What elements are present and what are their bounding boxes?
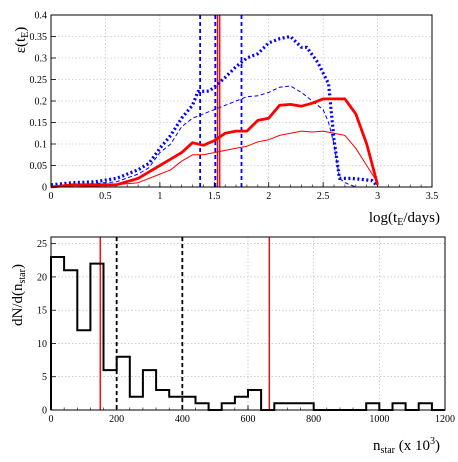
x-tick-label: 600 [241, 414, 256, 425]
series-line [50, 34, 379, 188]
bottom-xlabel-sub: star [381, 445, 396, 456]
plot-frame [50, 236, 446, 411]
top-ylabel-sub: E [20, 32, 31, 38]
bottom-xlabel-main: n [373, 438, 381, 454]
x-tick-label: 200 [109, 414, 124, 425]
y-tick-label: 0.1 [35, 140, 48, 151]
x-tick-label: 0 [49, 414, 54, 425]
y-tick-label: 0.2 [35, 97, 48, 108]
nstar-histogram-panel: 0 200 400 600 800 1000 1200 0 5 10 15 20 25 [37, 236, 455, 425]
series-line [50, 85, 356, 188]
bottom-xlabel-close: ) [435, 438, 440, 454]
bottom-xlabel-sup: 3 [430, 436, 435, 447]
x-tick-label: 800 [306, 414, 321, 425]
x-tick-label: 2 [266, 191, 271, 202]
plot-frame [50, 14, 433, 188]
y-tick-label: 0.35 [30, 32, 48, 43]
x-tick-label: 400 [175, 414, 190, 425]
x-tick-label: 1000 [369, 414, 389, 425]
x-tick-label: 0 [49, 191, 54, 202]
y-tick-label: 0.3 [35, 54, 48, 65]
top-xlabel-end: /days) [403, 210, 440, 226]
top-xlabel-main: log(t [369, 210, 398, 226]
y-tick-label: 25 [37, 239, 47, 250]
top-ylabel: ε(tE) [13, 27, 31, 54]
series-line [51, 130, 379, 188]
x-tick-label: 1.5 [208, 191, 221, 202]
y-tick-label: 5 [42, 372, 47, 383]
top-xlabel: log(tE/days) [369, 210, 440, 228]
x-tick-label: 3.5 [426, 191, 439, 202]
y-tick-label: 10 [37, 339, 47, 350]
y-tick-label: 0.15 [30, 118, 48, 129]
bottom-ylabel-main: dN/d(n [10, 283, 26, 326]
efficiency-panel: 0 0.5 1 1.5 2 2.5 3 3.5 0 0.05 0.1 0.15 0.2 0.25 0.3 0.… [30, 11, 439, 203]
x-tick-label: 2.5 [317, 191, 330, 202]
y-tick-label: 0.25 [30, 75, 48, 86]
top-ylabel-end: ) [13, 27, 29, 32]
x-tick-label: 0.5 [99, 191, 112, 202]
y-tick-label: 0.05 [30, 161, 48, 172]
bottom-xlabel: nstar (x 103) [373, 436, 440, 456]
y-tick-label: 0.4 [35, 11, 48, 22]
x-tick-label: 1 [157, 191, 162, 202]
bottom-ylabel-sub: star [17, 268, 28, 283]
y-tick-label: 20 [37, 272, 47, 283]
bottom-xlabel-end: (x 10 [395, 438, 430, 454]
bottom-ylabel-end: ) [10, 264, 26, 269]
top-xlabel-sub: E [397, 217, 403, 228]
top-ylabel-main: ε(t [13, 37, 29, 53]
x-tick-label: 3 [375, 191, 380, 202]
bottom-ylabel: dN/d(nstar) [10, 264, 28, 326]
y-tick-label: 0 [42, 406, 47, 417]
y-tick-label: 15 [37, 306, 47, 317]
x-tick-label: 1200 [435, 414, 455, 425]
series-line [50, 97, 379, 189]
y-tick-label: 0 [42, 183, 47, 194]
